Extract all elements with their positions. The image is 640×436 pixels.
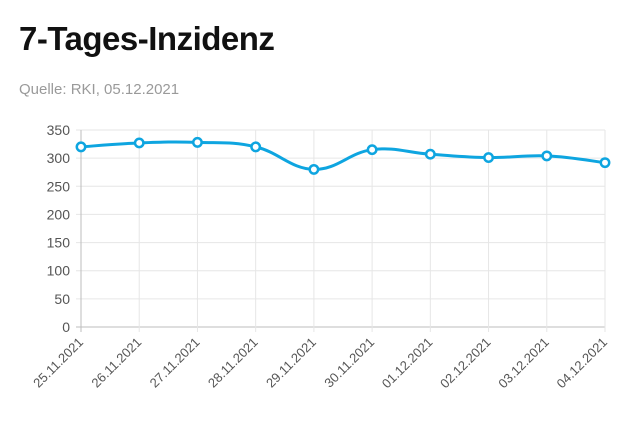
x-tick-label: 28.11.2021 [205,335,261,391]
y-tick-label: 200 [47,206,71,222]
x-axis: 25.11.2021 26.11.2021 27.11.2021 28.11.2021… [30,335,610,392]
x-tick-label: 30.11.2021 [321,335,377,391]
y-tick-label: 100 [47,263,71,279]
y-tick-label: 250 [47,178,71,194]
y-tick-label: 0 [62,319,70,335]
data-point[interactable] [599,157,611,169]
y-tick-label: 50 [54,291,70,307]
x-tick-label: 02.12.2021 [437,335,494,392]
data-point[interactable] [483,152,495,164]
y-tick-label: 350 [47,122,71,138]
x-tick-label: 25.11.2021 [30,335,86,391]
y-axis: 0 50 100 150 200 250 300 350 [47,122,71,335]
x-tick-label: 03.12.2021 [495,335,552,392]
data-point[interactable] [424,148,436,160]
grid-lines [76,129,606,332]
data-points [75,136,611,175]
data-point[interactable] [541,150,553,162]
series-line [80,140,606,171]
x-tick-label: 01.12.2021 [379,335,436,392]
x-tick-label: 04.12.2021 [553,335,610,392]
x-tick-label: 29.11.2021 [263,335,319,391]
data-point[interactable] [366,144,378,156]
x-tick-label: 27.11.2021 [147,335,203,391]
y-tick-label: 300 [47,150,71,166]
data-point[interactable] [308,163,320,175]
data-point[interactable] [191,136,203,148]
data-point[interactable] [133,137,145,149]
y-tick-label: 150 [47,235,71,251]
x-tick-label: 26.11.2021 [88,335,144,391]
data-point[interactable] [250,141,262,153]
chart-source: Quelle: RKI, 05.12.2021 [19,81,180,98]
data-point[interactable] [75,141,87,153]
chart-title: 7-Tages-Inzidenz [19,20,275,57]
